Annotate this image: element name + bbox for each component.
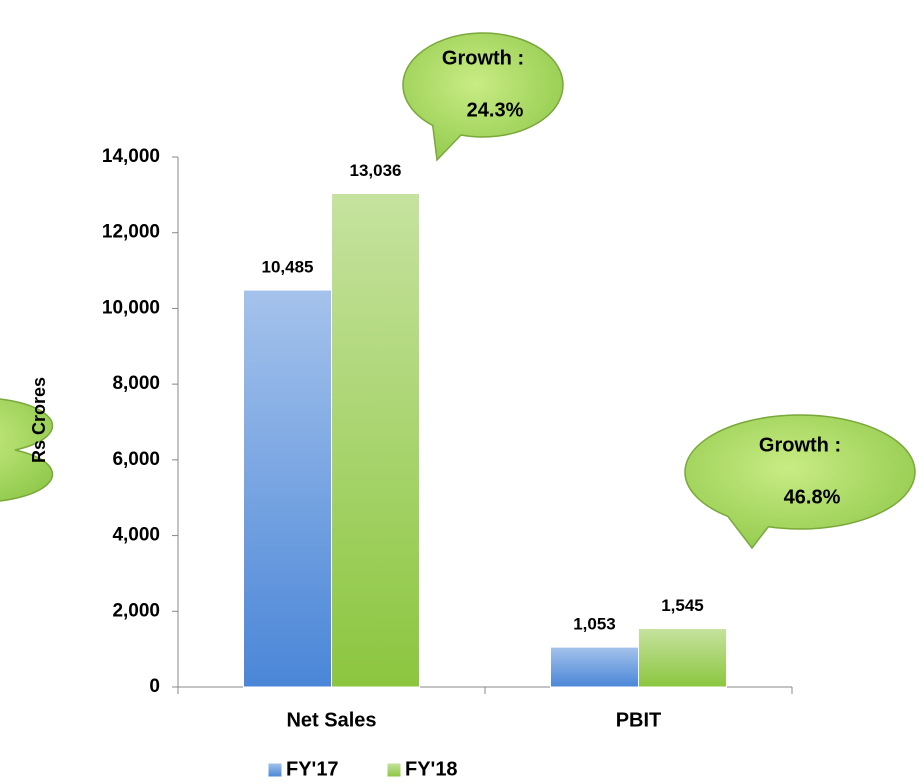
bar-shine xyxy=(550,647,639,687)
legend-swatch-shine xyxy=(268,763,282,777)
y-tick-label: 4,000 xyxy=(112,525,160,546)
x-tick-label: PBIT xyxy=(616,709,662,731)
y-tick-label: 2,000 xyxy=(112,600,160,621)
callout-text: Growth : xyxy=(759,434,841,456)
value-label: 1,053 xyxy=(573,615,616,634)
callout-partial xyxy=(0,398,54,502)
callout-text: 46.8% xyxy=(784,486,841,508)
value-label: 1,545 xyxy=(661,596,704,615)
y-axis-label: Rs Crores xyxy=(29,377,49,463)
bar-shine xyxy=(243,290,332,687)
value-label: 13,036 xyxy=(350,161,402,180)
legend-swatch-shine xyxy=(387,763,401,777)
y-tick-label: 14,000 xyxy=(102,146,160,167)
y-tick-label: 6,000 xyxy=(112,449,160,470)
legend-label: FY'17 xyxy=(286,758,339,780)
y-tick-label: 10,000 xyxy=(102,297,160,318)
callout xyxy=(402,32,564,162)
bar-shine xyxy=(331,193,420,687)
bar-shine xyxy=(638,628,727,687)
callout-text: Growth : xyxy=(442,47,524,69)
legend-label: FY'18 xyxy=(405,758,458,780)
y-tick-label: 12,000 xyxy=(102,222,160,243)
y-tick-label: 0 xyxy=(149,676,160,697)
y-tick-label: 8,000 xyxy=(112,373,160,394)
callout xyxy=(684,414,916,550)
x-tick-label: Net Sales xyxy=(286,709,376,731)
value-label: 10,485 xyxy=(262,258,314,277)
callout-text: 24.3% xyxy=(467,99,524,121)
